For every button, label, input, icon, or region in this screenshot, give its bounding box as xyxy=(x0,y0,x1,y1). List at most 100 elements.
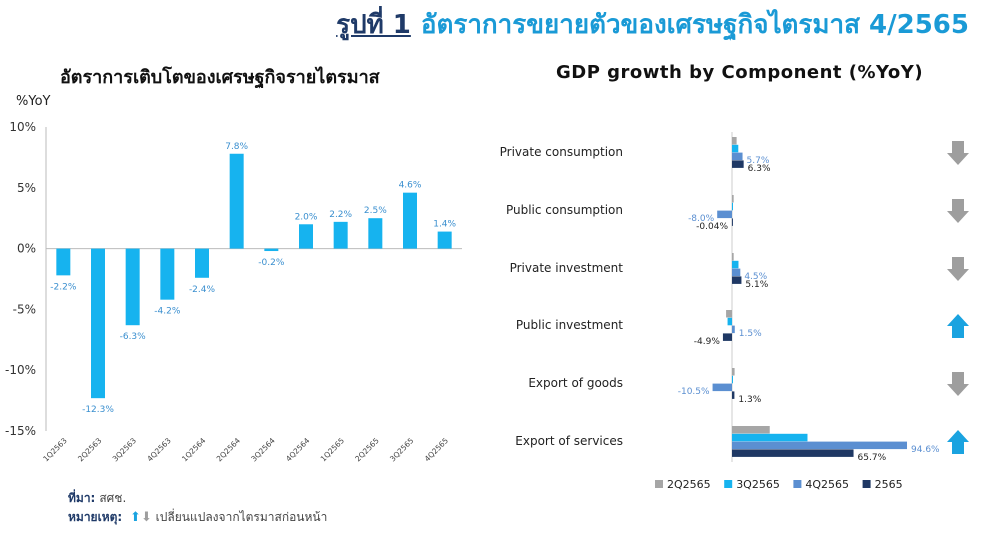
data-label: 5.7% xyxy=(747,156,770,166)
bar xyxy=(732,426,770,434)
bar xyxy=(125,248,140,326)
x-tick-label: 2Q2563 xyxy=(76,436,104,464)
up-arrow-icon xyxy=(947,430,969,454)
x-tick-label: 3Q2563 xyxy=(111,436,139,464)
bar xyxy=(437,231,452,249)
legend-swatch xyxy=(862,480,871,488)
bar xyxy=(732,391,735,399)
y-tick-label: -5% xyxy=(13,302,36,316)
left-chart-ylabel: %YoY xyxy=(16,94,51,109)
bar xyxy=(299,224,313,249)
y-tick-label: -15% xyxy=(5,424,36,438)
category-label: Private consumption xyxy=(500,145,623,159)
legend-swatch xyxy=(655,480,663,488)
x-tick-label: 1Q2563 xyxy=(41,436,69,464)
bar xyxy=(160,248,175,300)
down-arrow-icon: ⬇ xyxy=(140,510,152,525)
data-label: 4.6% xyxy=(399,181,422,191)
source-value: สศช. xyxy=(99,491,127,505)
quarterly-growth-chart: 10% 5% 0% -5% -10% -15% -2.2% 1Q2563 -12.3% 2Q256… xyxy=(5,120,462,464)
data-label: 1.4% xyxy=(433,220,456,230)
remark-value: เปลี่ยนแปลงจากไตรมาสก่อนหน้า xyxy=(155,510,328,524)
bar xyxy=(195,248,209,278)
bar xyxy=(727,317,732,326)
x-tick-label: 4Q2563 xyxy=(145,436,173,464)
x-tick-label: 3Q2565 xyxy=(388,436,416,464)
down-arrow-icon xyxy=(947,372,969,396)
data-label: 94.6% xyxy=(911,445,940,455)
data-label: 2.5% xyxy=(364,206,387,216)
down-arrow-icon xyxy=(947,257,969,281)
data-label: -4.2% xyxy=(154,307,181,317)
component-growth-chart: Private consumption 5.7%6.3% Public consum… xyxy=(500,132,969,491)
bar xyxy=(732,325,735,334)
bar xyxy=(717,210,732,219)
source-note: ที่มา: สศช. xyxy=(68,489,126,508)
source-label: ที่มา: xyxy=(68,491,96,505)
data-label: 1.5% xyxy=(739,329,762,339)
x-tick-label: 3Q2564 xyxy=(249,436,277,464)
bar xyxy=(732,160,744,168)
bar xyxy=(712,383,732,392)
bar xyxy=(732,144,739,153)
bar xyxy=(333,221,348,249)
category-label: Public consumption xyxy=(506,203,623,217)
category-label: Export of services xyxy=(515,434,623,448)
y-tick-label: 5% xyxy=(17,181,36,195)
x-tick-label: 2Q2564 xyxy=(215,436,243,464)
data-label: 2.2% xyxy=(329,210,352,220)
legend-swatch xyxy=(724,480,733,488)
bar xyxy=(732,368,735,376)
legend-label: 4Q2565 xyxy=(805,478,849,491)
data-label: 65.7% xyxy=(858,453,887,463)
bar xyxy=(732,449,854,457)
x-tick-label: 2Q2565 xyxy=(353,436,381,464)
legend-label: 2565 xyxy=(875,478,903,491)
bar xyxy=(403,192,417,249)
page-title: รูปที่ 1 อัตราการขยายตัวของเศรษฐกิจไตรมาส… xyxy=(336,4,969,45)
data-label: -4.9% xyxy=(694,337,721,347)
y-tick-label: -10% xyxy=(5,363,36,377)
data-label: 6.3% xyxy=(748,164,771,174)
data-label: 1.3% xyxy=(738,395,761,405)
bar xyxy=(229,153,244,249)
legend-label: 2Q2565 xyxy=(667,478,711,491)
data-label: -8.0% xyxy=(688,214,715,224)
remark-note: หมายเหตุ: ⬆⬇ เปลี่ยนแปลงจากไตรมาสก่อนหน้… xyxy=(68,508,327,527)
data-label: 7.8% xyxy=(225,142,248,152)
up-arrow-icon xyxy=(947,314,969,338)
bar xyxy=(732,152,743,161)
legend-swatch xyxy=(793,480,802,488)
data-label: 2.0% xyxy=(295,212,318,222)
bar xyxy=(732,202,733,211)
left-chart-title: อัตราการเติบโตของเศรษฐกิจรายไตรมาส xyxy=(60,67,380,88)
bar xyxy=(264,248,279,252)
bar xyxy=(732,260,739,269)
bar xyxy=(726,310,732,318)
down-arrow-icon xyxy=(947,199,969,223)
data-label: -10.5% xyxy=(678,387,710,397)
data-label: -6.3% xyxy=(120,332,147,342)
right-chart-title: GDP growth by Component (%YoY) xyxy=(556,62,924,83)
data-label: -0.04% xyxy=(696,222,728,232)
figure-title: อัตราการขยายตัวของเศรษฐกิจไตรมาส 4/2565 xyxy=(420,10,969,40)
bar xyxy=(732,433,808,442)
bar xyxy=(368,218,383,249)
x-tick-label: 1Q2565 xyxy=(319,436,347,464)
bar xyxy=(722,333,732,341)
bar xyxy=(56,248,71,276)
data-label: -2.4% xyxy=(189,285,216,295)
bar xyxy=(91,248,105,399)
data-label: -0.2% xyxy=(258,258,285,268)
remark-label: หมายเหตุ: xyxy=(68,510,123,524)
up-arrow-icon: ⬆ xyxy=(130,510,141,525)
x-tick-label: 4Q2564 xyxy=(284,436,312,464)
category-label: Export of goods xyxy=(528,376,623,390)
bar xyxy=(732,137,737,145)
bar xyxy=(732,253,734,261)
figure-number: รูปที่ 1 xyxy=(336,10,411,40)
y-tick-label: 0% xyxy=(17,242,36,256)
data-label: -2.2% xyxy=(50,282,77,292)
bar xyxy=(732,375,733,384)
data-label: 5.1% xyxy=(745,280,768,290)
